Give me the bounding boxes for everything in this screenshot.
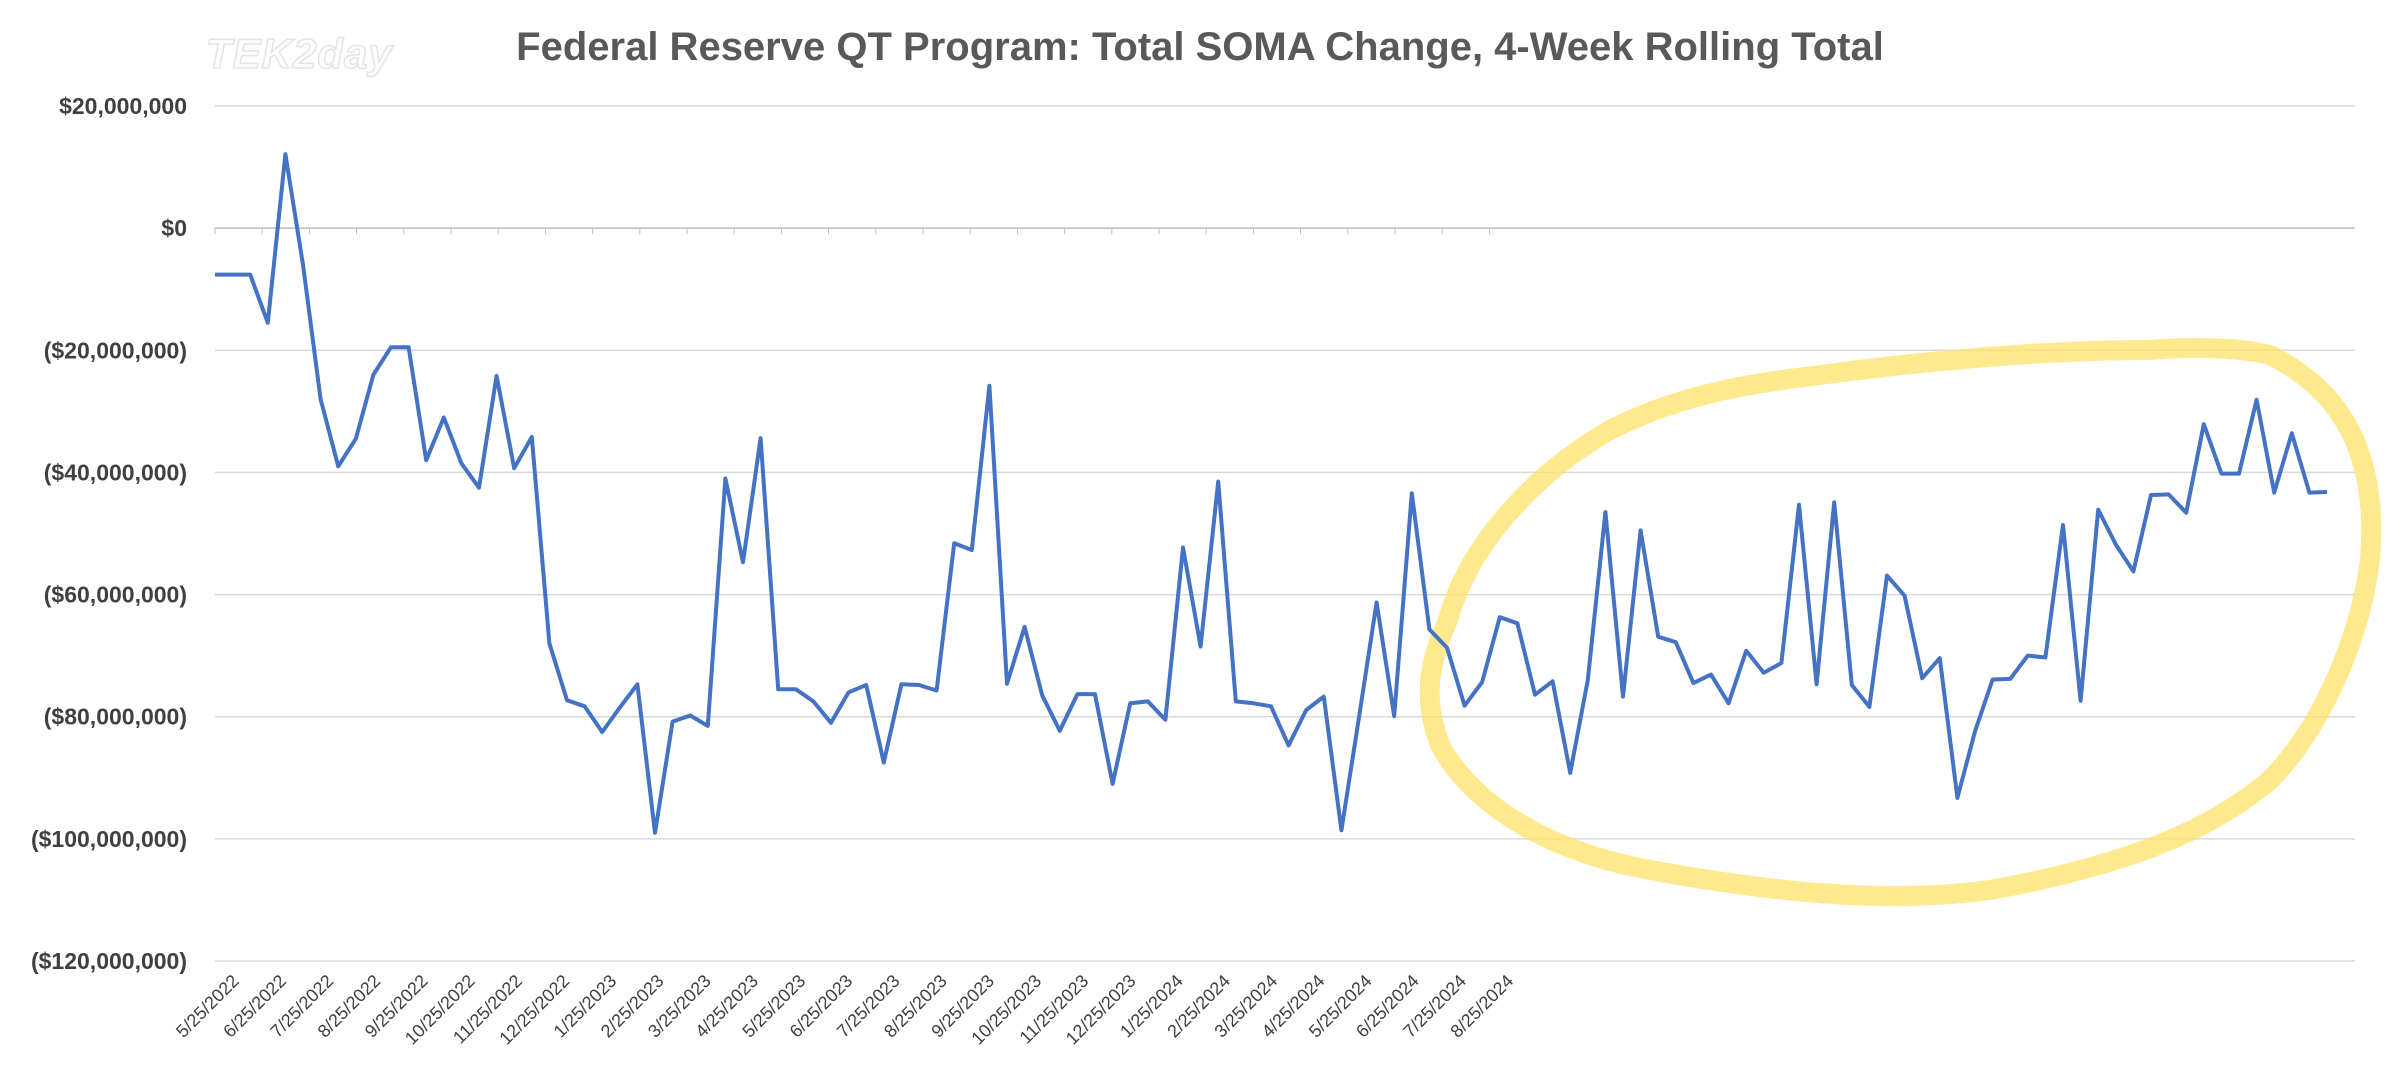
series-layer [215, 152, 2328, 835]
y-tick-label: ($80,000,000) [44, 704, 187, 730]
y-tick-label: $20,000,000 [59, 93, 187, 119]
y-tick-label: ($20,000,000) [44, 337, 187, 363]
y-tick-label: ($100,000,000) [31, 826, 187, 852]
y-axis-tick-labels: $20,000,000 $0 ($20,000,000) ($40,000,000) (… [31, 93, 187, 974]
highlight-annotation [1419, 337, 2382, 907]
gridlines [215, 105, 2355, 962]
y-tick-label: ($120,000,000) [31, 948, 187, 974]
x-axis-tick-labels: 5/25/20226/25/20227/25/20228/25/20229/25… [172, 228, 1517, 1049]
y-tick-label: $0 [161, 215, 187, 241]
chart-title: Federal Reserve QT Program: Total SOMA C… [516, 25, 1884, 69]
highlight-ellipse [1419, 337, 2382, 907]
watermark-logo: TEK2day [206, 30, 394, 77]
soma-change-series-line [215, 152, 2328, 835]
y-tick-label: ($60,000,000) [44, 582, 187, 608]
y-tick-label: ($40,000,000) [44, 459, 187, 485]
